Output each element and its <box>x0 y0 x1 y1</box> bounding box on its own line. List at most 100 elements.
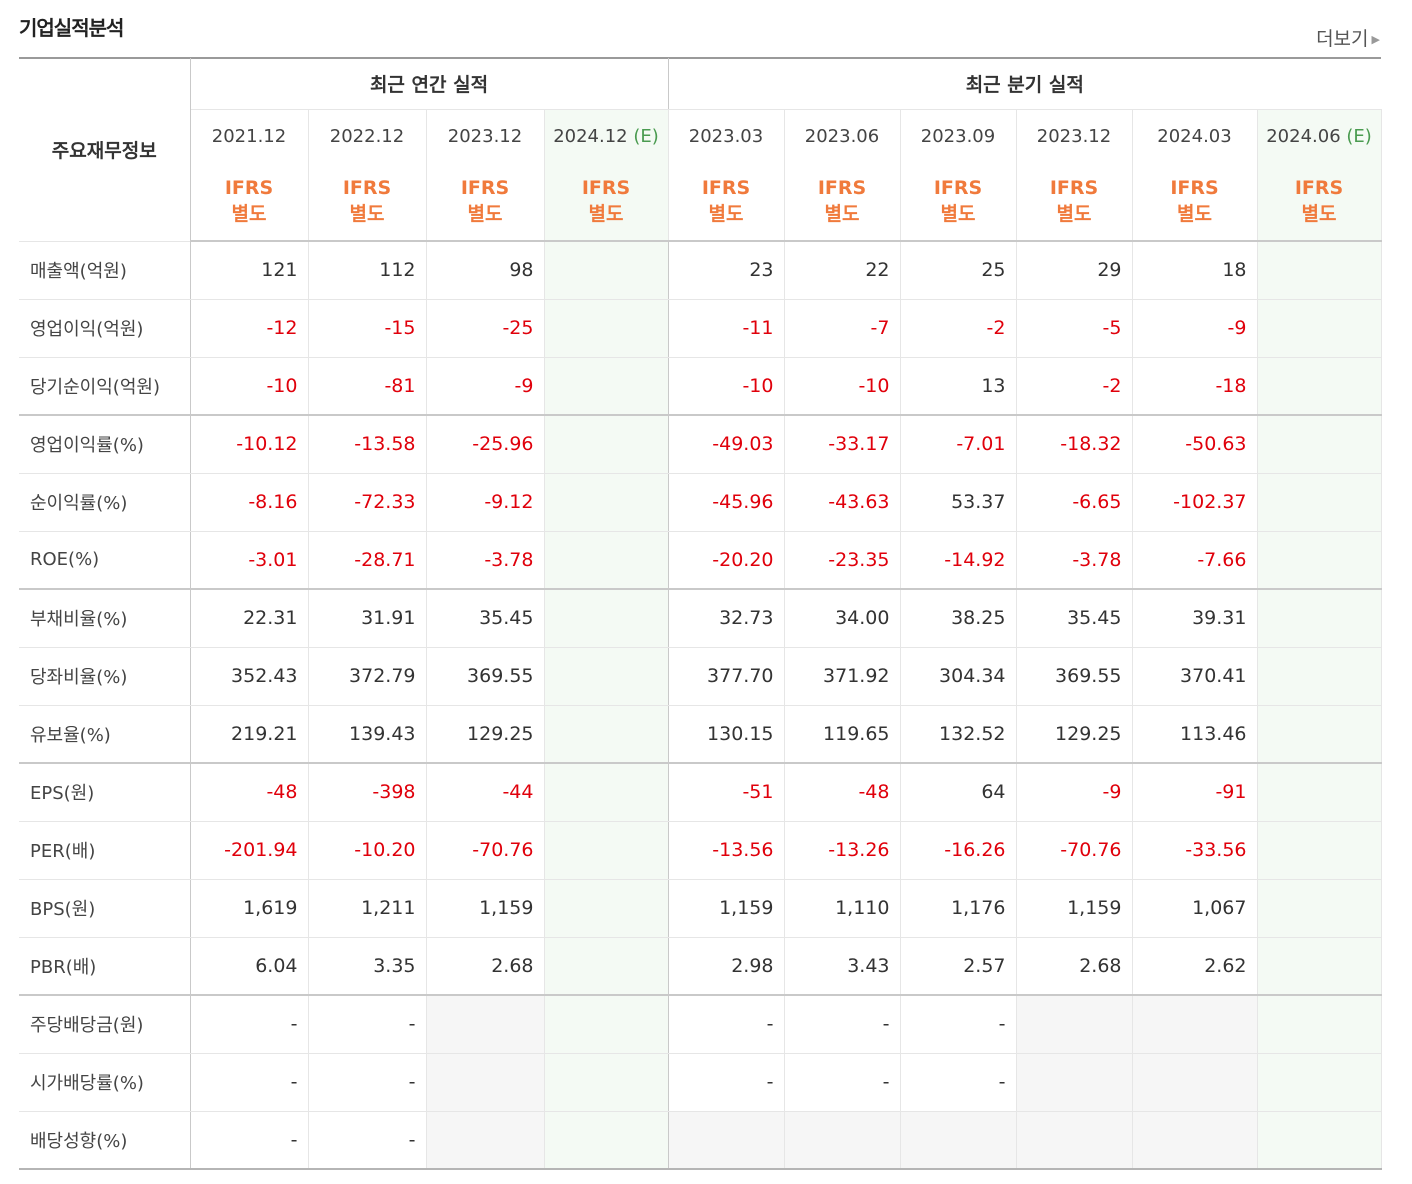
table-cell: - <box>784 995 901 1054</box>
row-label: ROE(%) <box>19 531 191 590</box>
period-label: 2023.06 <box>804 125 880 147</box>
table-cell: - <box>190 1111 309 1170</box>
period-header: 2024.03 <box>1132 109 1258 162</box>
table-cell: -3.78 <box>1016 531 1133 590</box>
table-cell <box>1016 995 1133 1054</box>
table-cell <box>1257 937 1382 996</box>
table-cell <box>668 1111 785 1170</box>
row-label: 매출액(억원) <box>19 241 191 300</box>
table-cell: -13.58 <box>308 415 427 474</box>
ifrs-label: IFRS <box>342 177 392 199</box>
separate-label: 별도 <box>231 203 267 225</box>
table-cell <box>1016 1111 1133 1170</box>
table-cell <box>544 589 669 648</box>
table-cell: -8.16 <box>190 473 309 532</box>
estimate-suffix: (E) <box>1346 125 1372 147</box>
table-cell: 22 <box>784 241 901 300</box>
table-row: PBR(배) 6.04 3.35 2.68 2.98 3.43 2.57 2.68 2.62 <box>19 937 1382 996</box>
table-cell: -23.35 <box>784 531 901 590</box>
table-cell: 1,176 <box>900 879 1017 938</box>
table-cell: 1,159 <box>668 879 785 938</box>
table-row: 당좌비율(%) 352.43 372.79 369.55 377.70 371.92 304… <box>19 647 1382 706</box>
table-cell <box>1257 357 1382 416</box>
table-cell: 2.57 <box>900 937 1017 996</box>
period-label: 2021.12 <box>211 125 287 147</box>
table-row: EPS(원) -48 -398 -44 -51 -48 64 -9 -91 <box>19 763 1382 822</box>
table-cell: -20.20 <box>668 531 785 590</box>
period-label: 2022.12 <box>329 125 405 147</box>
table-cell: -50.63 <box>1132 415 1258 474</box>
table-row: 유보율(%) 219.21 139.43 129.25 130.15 119.65 132.… <box>19 705 1382 764</box>
table-cell: -18.32 <box>1016 415 1133 474</box>
table-cell <box>1257 473 1382 532</box>
table-cell <box>1257 879 1382 938</box>
period-label: 2024.12 <box>553 125 628 147</box>
table-cell <box>544 879 669 938</box>
ifrs-label: IFRS <box>1049 177 1099 199</box>
table-cell: -33.56 <box>1132 821 1258 880</box>
table-cell: - <box>308 1053 427 1112</box>
accounting-standard: IFRS 별도 <box>1016 162 1133 242</box>
row-label: BPS(원) <box>19 879 191 938</box>
table-cell: - <box>900 1053 1017 1112</box>
separate-label: 별도 <box>824 203 860 225</box>
table-cell: -6.65 <box>1016 473 1133 532</box>
table-cell: -3.78 <box>426 531 545 590</box>
table-cell: -13.56 <box>668 821 785 880</box>
separate-label: 별도 <box>708 203 744 225</box>
estimate-suffix: (E) <box>633 125 659 147</box>
table-cell: -201.94 <box>190 821 309 880</box>
separate-label: 별도 <box>467 203 503 225</box>
table-cell: -18 <box>1132 357 1258 416</box>
period-label: 2023.09 <box>920 125 996 147</box>
table-row: 부채비율(%) 22.31 31.91 35.45 32.73 34.00 38.25 35.… <box>19 589 1382 648</box>
table-cell: -398 <box>308 763 427 822</box>
table-cell: 352.43 <box>190 647 309 706</box>
table-cell <box>1132 1053 1258 1112</box>
table-cell: 18 <box>1132 241 1258 300</box>
table-cell <box>544 473 669 532</box>
table-cell: 29 <box>1016 241 1133 300</box>
row-label: 당기순이익(억원) <box>19 357 191 416</box>
table-cell: 98 <box>426 241 545 300</box>
table-cell: 3.35 <box>308 937 427 996</box>
table-cell: - <box>308 995 427 1054</box>
table-cell: -91 <box>1132 763 1258 822</box>
table-cell: -45.96 <box>668 473 785 532</box>
table-cell: - <box>784 1053 901 1112</box>
table-cell: - <box>668 1053 785 1112</box>
more-link[interactable]: 더보기 ▶ <box>1316 24 1380 51</box>
table-cell: 139.43 <box>308 705 427 764</box>
more-label: 더보기 <box>1316 28 1369 50</box>
table-cell <box>1257 705 1382 764</box>
table-cell: -9 <box>426 357 545 416</box>
period-header: 2021.12 <box>190 109 309 162</box>
table-cell: 129.25 <box>426 705 545 764</box>
table-cell: 1,159 <box>1016 879 1133 938</box>
table-row: BPS(원) 1,619 1,211 1,159 1,159 1,110 1,176 1,15… <box>19 879 1382 938</box>
table-row: 당기순이익(억원) -10 -81 -9 -10 -10 13 -2 -18 <box>19 357 1382 416</box>
period-header: 2023.06 <box>784 109 901 162</box>
financial-table: 주요재무정보 최근 연간 실적 최근 분기 실적 2021.12 2022.12 2… <box>19 58 1382 1170</box>
table-cell: 370.41 <box>1132 647 1258 706</box>
accounting-standard: IFRS 별도 <box>784 162 901 242</box>
table-cell: -25.96 <box>426 415 545 474</box>
table-cell: 369.55 <box>1016 647 1133 706</box>
accounting-standard: IFRS 별도 <box>426 162 545 242</box>
table-cell: 22.31 <box>190 589 309 648</box>
table-cell: 39.31 <box>1132 589 1258 648</box>
table-cell: -14.92 <box>900 531 1017 590</box>
annual-group-header: 최근 연간 실적 <box>190 58 669 110</box>
table-cell: 35.45 <box>1016 589 1133 648</box>
row-label: 당좌비율(%) <box>19 647 191 706</box>
table-cell: 1,067 <box>1132 879 1258 938</box>
caret-right-icon: ▶ <box>1371 33 1380 46</box>
table-cell <box>784 1111 901 1170</box>
table-cell: -13.26 <box>784 821 901 880</box>
table-cell <box>544 647 669 706</box>
period-header: 2024.12 (E) <box>544 109 669 162</box>
table-cell: -9.12 <box>426 473 545 532</box>
table-row: 순이익률(%) -8.16 -72.33 -9.12 -45.96 -43.63 53.37… <box>19 473 1382 532</box>
table-cell: 1,211 <box>308 879 427 938</box>
table-cell: 372.79 <box>308 647 427 706</box>
